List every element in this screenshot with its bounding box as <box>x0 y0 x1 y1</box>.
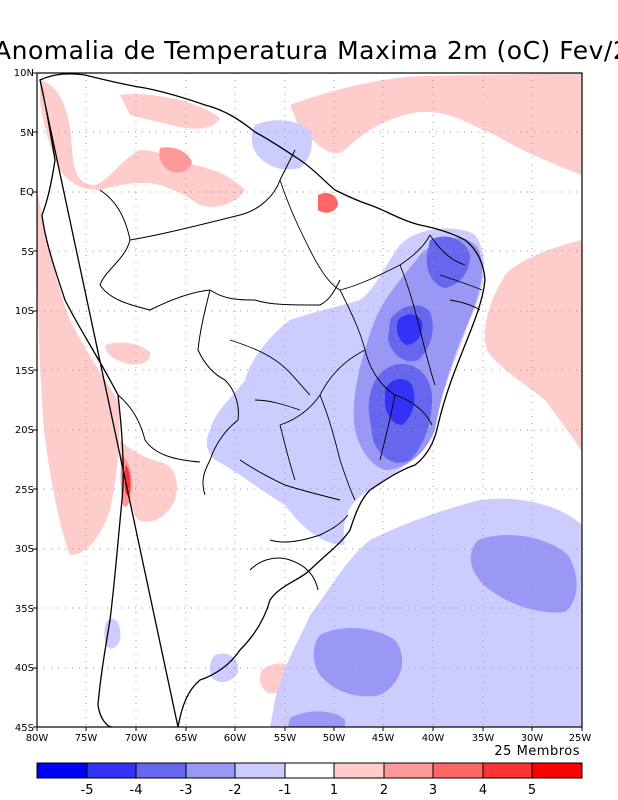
ensemble-members-note: 25 Membros <box>494 744 580 759</box>
cool-anomaly-strongest-core <box>384 378 415 425</box>
colorbar-swatch <box>136 763 186 778</box>
colorbar-label: 5 <box>528 783 536 798</box>
map-title: Anomalia de Temperatura Maxima 2m (oC) F… <box>0 36 618 72</box>
lat-label: 10S <box>15 306 34 317</box>
lat-label: 5S <box>21 247 34 258</box>
lat-label: 35S <box>15 604 34 615</box>
colorbar-swatch <box>433 763 483 778</box>
lat-label: 20S <box>15 425 34 436</box>
lon-label: 50W <box>323 733 346 744</box>
cool-anomaly-chile-south <box>104 618 121 649</box>
lat-label: EQ <box>20 187 34 198</box>
warm-anomaly-argentina-andes <box>120 440 177 522</box>
colorbar-label: 4 <box>479 783 487 798</box>
lon-label: 40W <box>422 733 445 744</box>
colorbar-swatch <box>186 763 235 778</box>
colorbar-swatch <box>285 763 334 778</box>
colorbar-dividers <box>86 763 533 778</box>
lon-label: 30W <box>521 733 544 744</box>
colorbar-label: -1 <box>279 783 292 798</box>
colorbar-label: -4 <box>130 783 143 798</box>
lon-label: 70W <box>125 733 148 744</box>
colorbar-swatch <box>532 763 582 778</box>
warm-anomaly-atlantic-north <box>290 73 582 175</box>
warm-anomaly-amapa <box>318 193 338 213</box>
warm-anomaly-bolivia <box>105 342 151 365</box>
colorbar: -5 -4 -3 -2 -1 1 2 3 4 5 <box>36 762 583 798</box>
lon-label: 25W <box>569 733 592 744</box>
lat-label: 25S <box>15 485 34 496</box>
cool-anomaly-atlantic-sw-core <box>313 628 403 697</box>
cool-anomaly-atlantic-south-core <box>470 535 577 613</box>
lon-label: 80W <box>26 733 49 744</box>
lon-label: 75W <box>75 733 98 744</box>
lon-label: 55W <box>274 733 297 744</box>
cool-anomaly-strong-north <box>396 314 423 345</box>
anomaly-field <box>37 73 582 727</box>
warm-anomaly-colombia <box>40 80 245 207</box>
warm-anomaly-venezuela <box>120 93 220 129</box>
colorbar-swatch <box>87 763 136 778</box>
lat-label: 5N <box>20 128 34 139</box>
lat-label: 10N <box>14 68 34 79</box>
colorbar-swatch <box>334 763 384 778</box>
colorbar-swatch <box>483 763 532 778</box>
lon-label: 60W <box>224 733 247 744</box>
colorbar-swatch <box>384 763 433 778</box>
lat-label: 15S <box>15 366 34 377</box>
axis-ticks <box>33 72 583 731</box>
colorbar-swatch <box>235 763 285 778</box>
colorbar-frame <box>36 762 583 779</box>
warm-anomaly-colombia-core <box>159 147 192 173</box>
colorbar-label: 2 <box>380 783 388 798</box>
colorbar-swatch <box>37 763 87 778</box>
warm-anomaly-pacific-coast <box>37 190 120 555</box>
colorbar-label: -5 <box>81 783 94 798</box>
state-borders <box>229 179 483 501</box>
lon-label: 45W <box>372 733 395 744</box>
cool-anomaly-atlantic-far-south <box>288 711 345 727</box>
colorbar-label: -3 <box>180 783 193 798</box>
cool-anomaly-rn-pb <box>426 236 470 288</box>
latitude-labels: 10N 5N EQ 5S 10S 15S 20S 25S 30S 35S 40S… <box>14 68 34 734</box>
colorbar-label: -2 <box>229 783 242 798</box>
colorbar-label: 3 <box>429 783 437 798</box>
plot-frame <box>36 72 583 728</box>
longitude-labels: 80W 75W 70W 65W 60W 55W 50W 45W 40W 35W … <box>26 733 592 744</box>
lat-label: 45S <box>15 723 34 734</box>
warm-anomaly-atlantic-east <box>484 240 582 452</box>
warm-anomaly-andes-core <box>124 465 131 496</box>
lon-label: 35W <box>472 733 495 744</box>
lat-label: 30S <box>15 544 34 555</box>
lat-label: 40S <box>15 663 34 674</box>
country-borders <box>99 149 349 591</box>
colorbar-label: 1 <box>330 783 338 798</box>
lon-label: 65W <box>175 733 198 744</box>
map-title-text: Anomalia de Temperatura Maxima 2m (oC) F… <box>0 36 618 65</box>
